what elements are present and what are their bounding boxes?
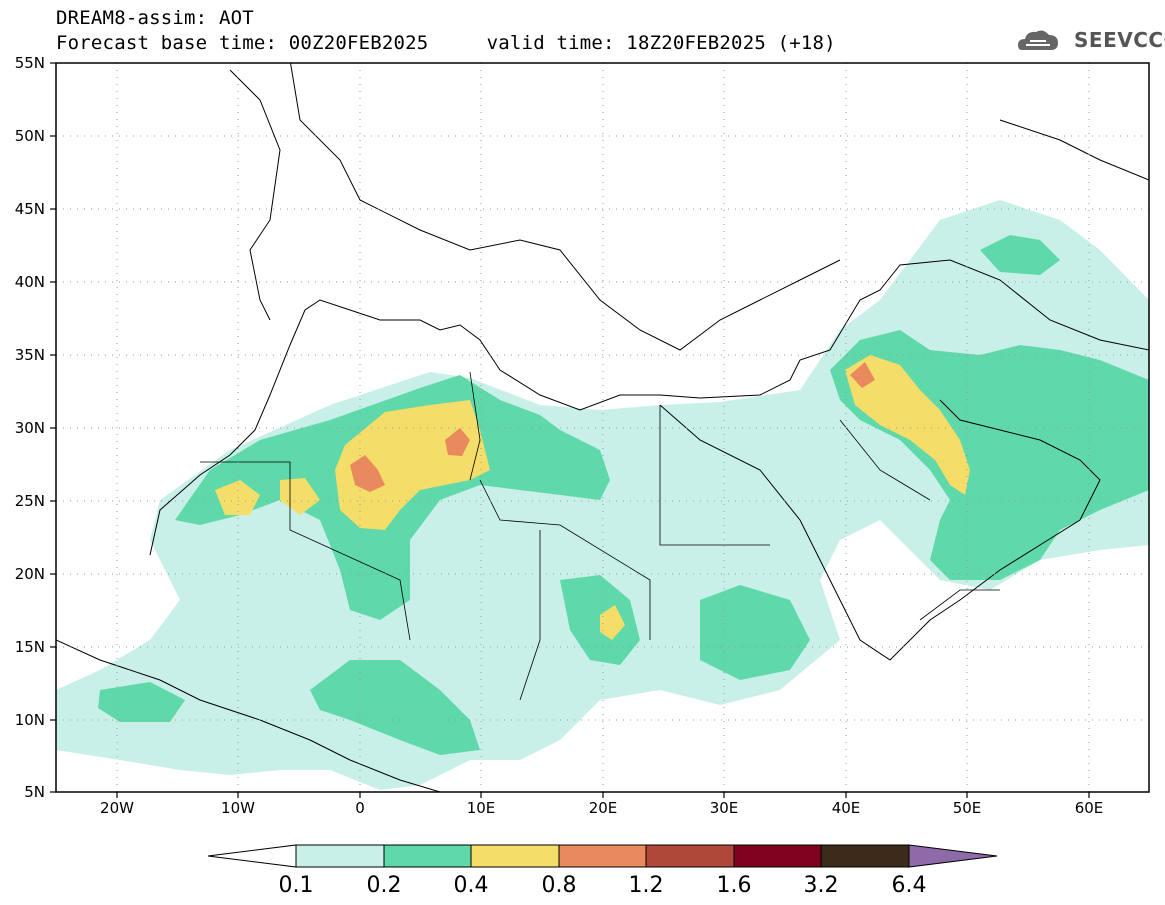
lon-label: 30E bbox=[710, 799, 739, 817]
logo-text: SEEVCCC bbox=[1074, 28, 1165, 52]
aot-band-0.8-algeria-east bbox=[445, 428, 470, 456]
colorbar-label: 0.1 bbox=[279, 873, 314, 898]
aot-band-0.4-iraq bbox=[845, 355, 970, 495]
aot-band-0.2-guinea bbox=[98, 682, 185, 722]
colorbar-segment bbox=[470, 844, 560, 868]
aot-band-0.4-algeria bbox=[335, 400, 490, 530]
aot-band-0.8-iraq bbox=[850, 362, 875, 388]
lon-label: 10E bbox=[467, 799, 496, 817]
aot-band-0.2-sudan bbox=[700, 585, 810, 680]
aot-band-0.8-algeria bbox=[350, 455, 385, 492]
lon-label: 50E bbox=[953, 799, 982, 817]
lat-label: 40N bbox=[15, 273, 45, 291]
aot-band-0.4-chad bbox=[600, 605, 625, 640]
lon-label: 10W bbox=[221, 799, 255, 817]
lon-label: 0 bbox=[355, 799, 365, 817]
colorbar bbox=[207, 844, 998, 868]
lat-label: 35N bbox=[15, 346, 45, 364]
aot-field bbox=[56, 200, 1149, 790]
colorbar-segment bbox=[295, 844, 385, 868]
longitude-labels: 20W 10W 0 10E 20E 30E 40E 50E 60E bbox=[100, 799, 1103, 817]
lat-label: 20N bbox=[15, 565, 45, 583]
map-title: DREAM8-assim: AOT bbox=[56, 7, 254, 29]
lon-label: 20E bbox=[589, 799, 618, 817]
colorbar-labels: 0.1 0.2 0.4 0.8 1.2 1.6 3.2 6.4 bbox=[279, 873, 927, 898]
coastlines bbox=[56, 63, 1149, 792]
colorbar-label: 0.8 bbox=[542, 873, 577, 898]
colorbar-label: 3.2 bbox=[804, 873, 839, 898]
colorbar-label: 0.4 bbox=[454, 873, 489, 898]
longitude-ticks bbox=[116, 792, 1090, 798]
lat-label: 45N bbox=[15, 200, 45, 218]
colorbar-low-arrow bbox=[207, 844, 297, 868]
colorbar-label: 1.2 bbox=[629, 873, 664, 898]
country-borders bbox=[200, 371, 1000, 701]
lat-label: 55N bbox=[15, 54, 45, 72]
latitude-ticks bbox=[50, 62, 56, 793]
colorbar-label: 0.2 bbox=[367, 873, 402, 898]
lat-label: 25N bbox=[15, 492, 45, 510]
colorbar-segment bbox=[820, 844, 910, 868]
latitude-labels: 55N 50N 45N 40N 35N 30N 25N 20N 15N 10N … bbox=[15, 54, 45, 801]
colorbar-label: 6.4 bbox=[892, 873, 927, 898]
aot-band-0.2-nigeria bbox=[310, 660, 480, 755]
lat-label: 30N bbox=[15, 419, 45, 437]
lat-label: 15N bbox=[15, 638, 45, 656]
colorbar-label: 1.6 bbox=[717, 873, 752, 898]
lat-label: 50N bbox=[15, 127, 45, 145]
cloud-logo-icon bbox=[1018, 30, 1058, 50]
lon-label: 40E bbox=[832, 799, 861, 817]
lon-label: 20W bbox=[100, 799, 134, 817]
lat-label: 10N bbox=[15, 711, 45, 729]
colorbar-segment bbox=[733, 844, 822, 868]
lat-label: 5N bbox=[24, 783, 45, 801]
aot-band-0.2-caspian bbox=[980, 235, 1060, 275]
colorbar-segment bbox=[383, 844, 472, 868]
colorbar-high-arrow bbox=[908, 844, 998, 868]
forecast-time-line: Forecast base time: 00Z20FEB2025 valid t… bbox=[56, 32, 836, 54]
colorbar-segment bbox=[558, 844, 647, 868]
lon-label: 60E bbox=[1075, 799, 1104, 817]
gridlines bbox=[56, 63, 1149, 792]
colorbar-segment bbox=[645, 844, 735, 868]
